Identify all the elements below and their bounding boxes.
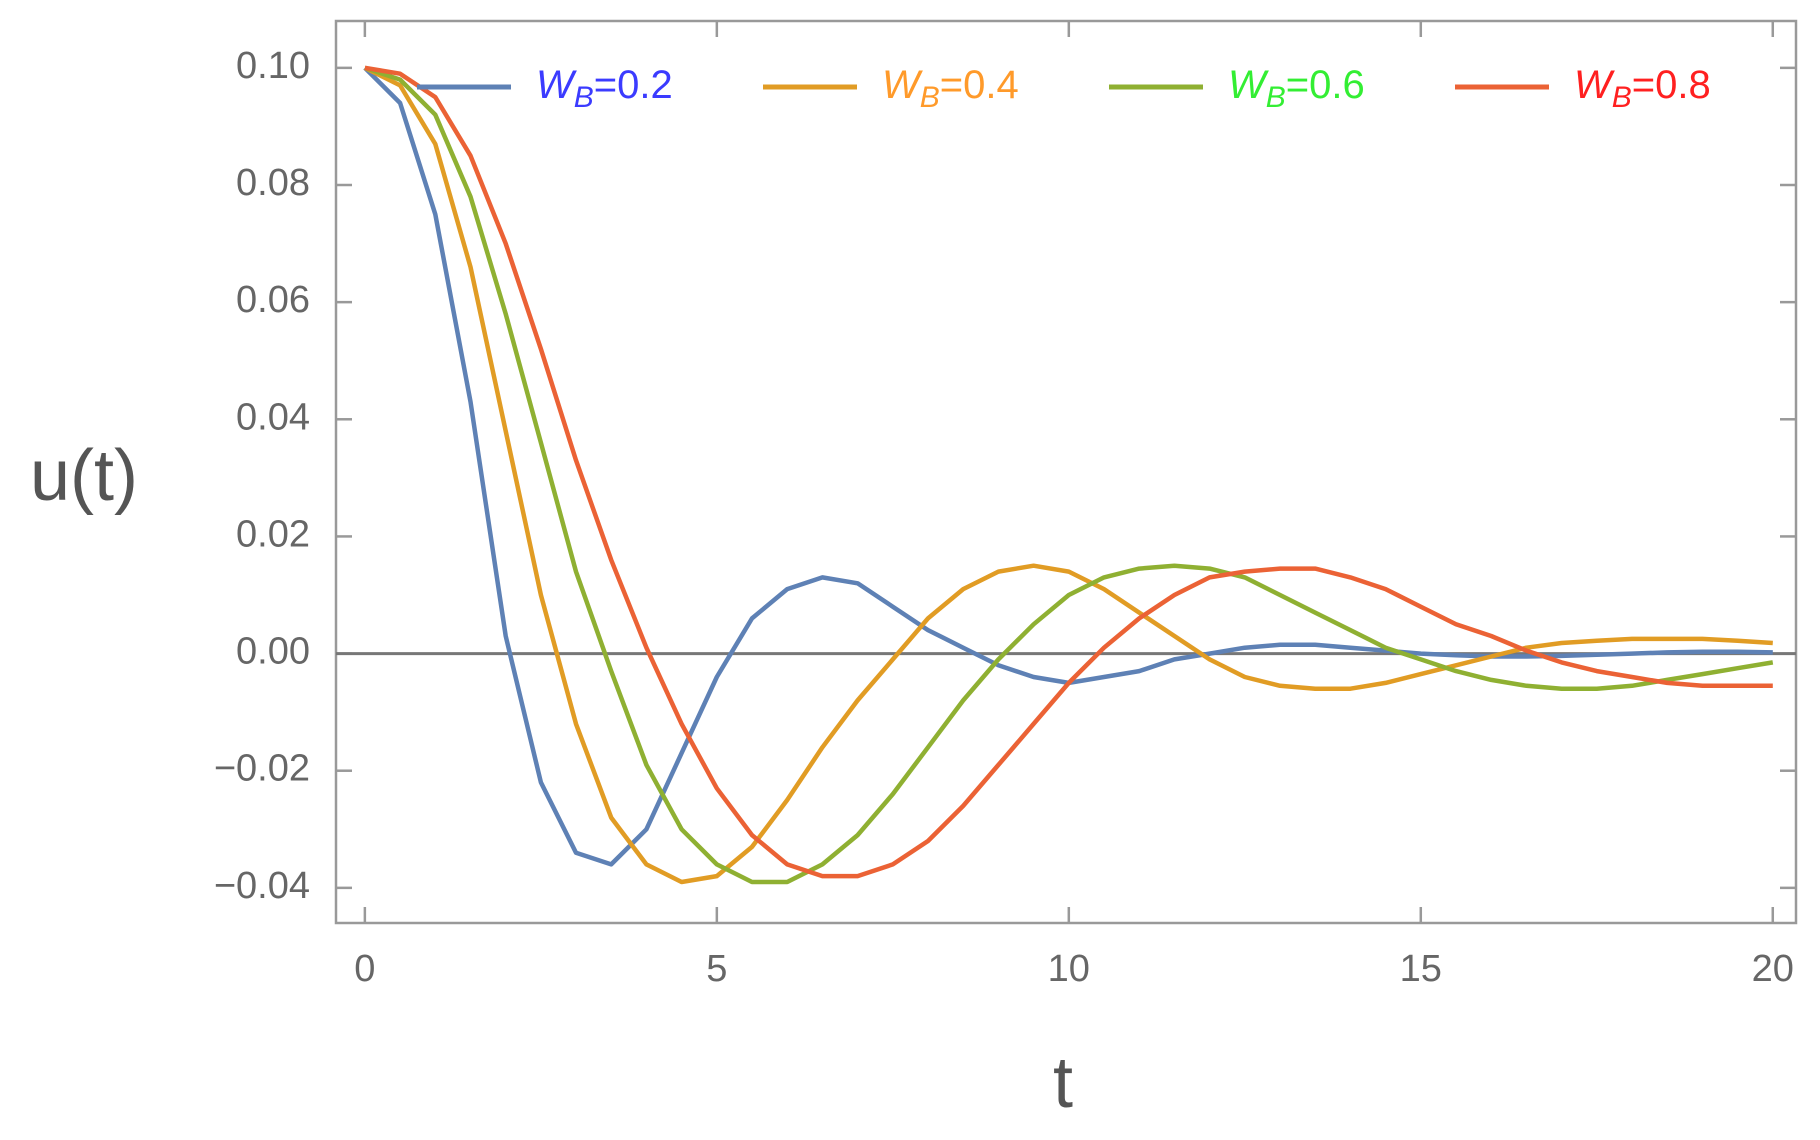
y-axis-label: u(t) bbox=[30, 436, 138, 516]
y-tick-label: 0.04 bbox=[236, 396, 310, 438]
y-tick-label: −0.04 bbox=[214, 865, 310, 907]
plot-frame bbox=[334, 19, 1798, 925]
x-tick-label: 20 bbox=[1752, 948, 1794, 990]
x-tick-label: 10 bbox=[1048, 948, 1090, 990]
series-line bbox=[364, 65, 1773, 879]
y-tick-label: 0.06 bbox=[236, 279, 310, 321]
x-tick-label: 0 bbox=[354, 948, 375, 990]
y-tick-label: 0.10 bbox=[236, 45, 310, 87]
legend-label: WB=0.6 bbox=[1228, 63, 1365, 114]
y-tick-label: 0.00 bbox=[236, 631, 310, 673]
legend-label: WB=0.8 bbox=[1574, 63, 1711, 114]
x-axis-label: t bbox=[1053, 1043, 1073, 1123]
y-tick-label: −0.02 bbox=[214, 748, 310, 790]
legend-label: WB=0.4 bbox=[882, 63, 1019, 114]
series-line bbox=[363, 65, 1773, 885]
series-line bbox=[364, 65, 1774, 885]
x-tick-label: 15 bbox=[1400, 948, 1442, 990]
y-tick-label: 0.02 bbox=[236, 513, 310, 555]
x-tick-label: 5 bbox=[706, 948, 727, 990]
legend-label: WB=0.2 bbox=[536, 63, 673, 114]
y-tick-label: 0.08 bbox=[236, 162, 310, 204]
